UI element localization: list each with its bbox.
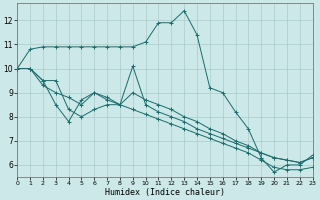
X-axis label: Humidex (Indice chaleur): Humidex (Indice chaleur) — [105, 188, 225, 197]
